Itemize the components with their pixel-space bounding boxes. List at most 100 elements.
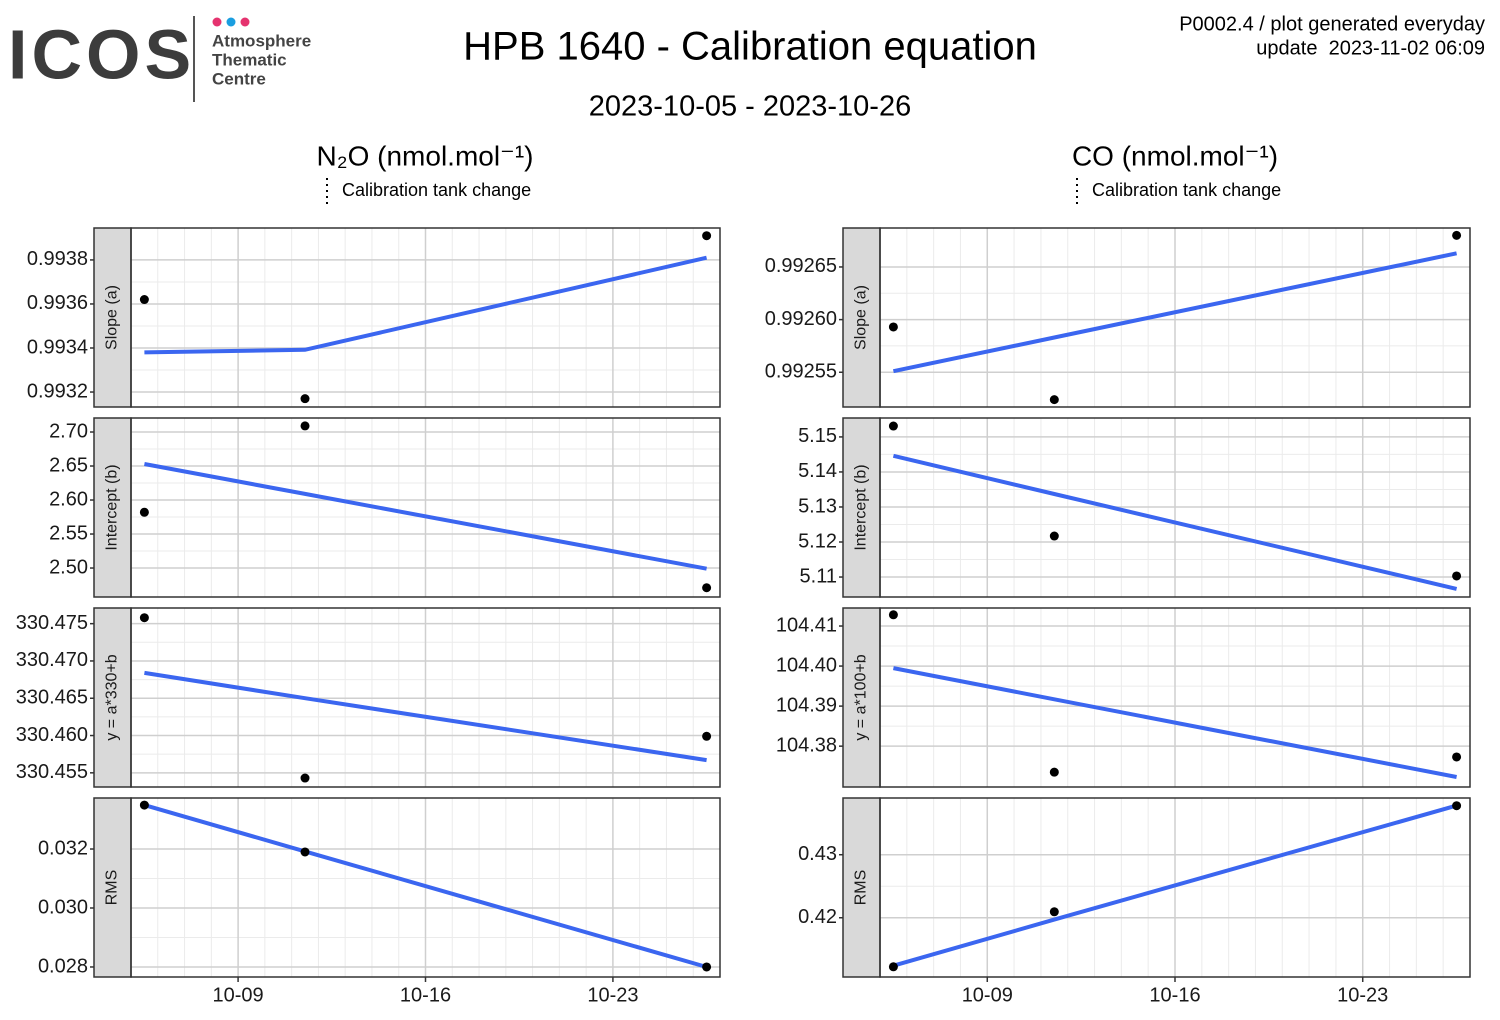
y-tick-label: 0.028 — [38, 955, 88, 977]
y-tick-label: 104.41 — [776, 614, 837, 636]
strip — [842, 607, 881, 788]
point — [888, 322, 898, 332]
y-tick-label: 2.65 — [49, 454, 88, 476]
point — [1452, 801, 1462, 811]
point — [300, 847, 310, 857]
point — [139, 613, 149, 623]
x-tick-label: 10-23 — [587, 984, 638, 1006]
y-tick-label: 330.470 — [16, 649, 88, 671]
note: P0002.4 / plot generated everyday — [1179, 13, 1485, 35]
strip-label: Slope (a) — [853, 285, 870, 350]
y-tick-label: 0.99255 — [765, 361, 837, 383]
strip-label: Intercept (b) — [104, 464, 121, 550]
point — [1452, 571, 1462, 581]
y-tick-label: 0.9936 — [27, 292, 88, 314]
y-tick-label: 330.475 — [16, 612, 88, 634]
fit-line — [892, 453, 1458, 591]
y-tick-label: 2.50 — [49, 556, 88, 578]
strip-label: RMS — [104, 870, 121, 906]
y-tick-label: 5.11 — [800, 565, 837, 587]
fit-line — [144, 255, 708, 355]
y-tick-label: 330.465 — [16, 687, 88, 709]
strip-label: RMS — [853, 870, 870, 906]
y-tick-label: 5.14 — [798, 460, 837, 482]
strip — [842, 417, 881, 598]
strip — [93, 417, 132, 598]
point — [888, 962, 898, 972]
point — [1049, 907, 1059, 917]
point — [300, 773, 310, 783]
point — [300, 394, 310, 404]
y-tick-label: 0.99265 — [765, 255, 837, 277]
x-tick-label: 10-16 — [400, 984, 451, 1006]
point — [888, 610, 898, 620]
x-tick-label: 10-09 — [213, 984, 264, 1006]
y-tick-label: 2.70 — [49, 420, 88, 442]
y-tick-label: 0.99260 — [765, 308, 837, 330]
point — [1049, 395, 1059, 405]
strip — [842, 797, 881, 978]
y-tick-label: 104.38 — [776, 734, 837, 756]
logo-line: Centre — [212, 69, 266, 88]
point — [702, 731, 712, 741]
y-tick-label: 104.40 — [776, 654, 837, 676]
y-tick-label: 2.55 — [49, 522, 88, 544]
x-tick-label: 10-23 — [1337, 984, 1388, 1006]
panel-border — [130, 417, 721, 598]
y-tick-label: 104.39 — [776, 694, 837, 716]
point — [702, 231, 712, 241]
chart-subtitle: 2023-10-05 - 2023-10-26 — [589, 91, 911, 123]
fit-line — [144, 670, 707, 763]
panel-title: CO (nmol.mol⁻¹) — [1072, 140, 1278, 171]
point — [1452, 230, 1462, 240]
x-tick-label: 10-16 — [1149, 984, 1200, 1006]
y-tick-label: 0.42 — [798, 906, 837, 928]
point — [702, 962, 712, 972]
point — [1049, 767, 1059, 777]
panel-border — [130, 607, 721, 788]
y-tick-label: 0.9932 — [27, 380, 88, 402]
fit-line — [893, 666, 1457, 779]
point — [888, 421, 898, 431]
y-tick-label: 0.43 — [798, 843, 837, 865]
strip-label: y = a*330+b — [104, 654, 121, 740]
panel-border — [879, 417, 1471, 598]
y-tick-label: 0.9934 — [27, 336, 88, 358]
y-tick-label: 5.12 — [798, 530, 837, 552]
y-tick-label: 0.030 — [38, 896, 88, 918]
strip — [93, 797, 132, 978]
logo-text: ICOS — [8, 15, 195, 93]
y-tick-label: 330.460 — [16, 724, 88, 746]
panel-border — [879, 607, 1471, 788]
legend-label: Calibration tank change — [342, 180, 531, 200]
legend-label: Calibration tank change — [1092, 180, 1281, 200]
y-tick-label: 5.13 — [798, 495, 837, 517]
point — [702, 583, 712, 593]
panel-title: N₂O (nmol.mol⁻¹) — [317, 140, 534, 171]
point — [1049, 531, 1059, 541]
strip — [842, 227, 881, 408]
fit-line — [892, 251, 1458, 374]
panel-border — [879, 227, 1471, 408]
update-note: update 2023-11-02 06:09 — [1256, 37, 1485, 59]
x-tick-label: 10-09 — [962, 984, 1013, 1006]
point — [300, 421, 310, 431]
strip-label: y = a*100+b — [853, 654, 870, 740]
y-tick-label: 330.455 — [16, 761, 88, 783]
logo-line: Atmosphere — [212, 31, 311, 50]
logo-line: Thematic — [212, 50, 287, 69]
logo-dot — [240, 17, 250, 27]
logo-dot — [212, 17, 222, 27]
y-tick-label: 0.032 — [38, 837, 88, 859]
point — [1452, 752, 1462, 762]
point — [139, 507, 149, 517]
fit-line — [892, 803, 1458, 968]
point — [139, 295, 149, 305]
fit-line — [144, 462, 707, 571]
strip-label: Intercept (b) — [853, 464, 870, 550]
chart-title: HPB 1640 - Calibration equation — [463, 25, 1037, 69]
point — [139, 800, 149, 810]
panel-border — [130, 227, 721, 408]
strip — [93, 607, 132, 788]
